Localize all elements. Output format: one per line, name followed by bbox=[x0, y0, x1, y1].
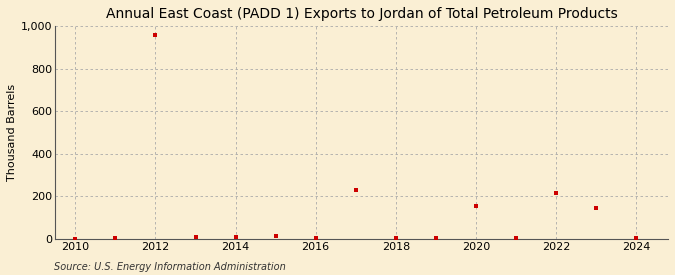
Point bbox=[470, 204, 481, 208]
Point bbox=[270, 233, 281, 238]
Title: Annual East Coast (PADD 1) Exports to Jordan of Total Petroleum Products: Annual East Coast (PADD 1) Exports to Jo… bbox=[106, 7, 618, 21]
Point bbox=[70, 236, 81, 241]
Point bbox=[630, 235, 641, 240]
Point bbox=[150, 32, 161, 37]
Point bbox=[110, 235, 121, 240]
Point bbox=[551, 191, 562, 195]
Text: Source: U.S. Energy Information Administration: Source: U.S. Energy Information Administ… bbox=[54, 262, 286, 272]
Point bbox=[431, 235, 441, 240]
Point bbox=[230, 235, 241, 239]
Point bbox=[350, 188, 361, 192]
Point bbox=[510, 235, 521, 240]
Point bbox=[390, 235, 401, 240]
Point bbox=[190, 235, 201, 239]
Point bbox=[310, 235, 321, 240]
Y-axis label: Thousand Barrels: Thousand Barrels bbox=[7, 84, 17, 181]
Point bbox=[591, 206, 601, 210]
